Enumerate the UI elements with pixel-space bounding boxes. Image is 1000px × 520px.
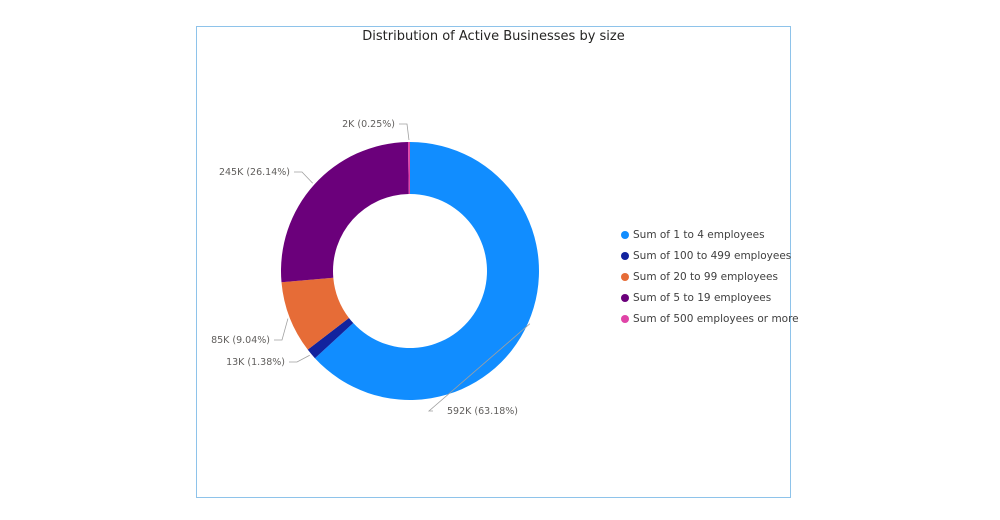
legend-swatch — [621, 314, 629, 323]
data-label: 85K (9.04%) — [211, 335, 270, 346]
legend-item[interactable]: Sum of 100 to 499 employees — [621, 245, 799, 266]
donut-slice[interactable] — [407, 142, 410, 195]
legend-swatch — [621, 230, 629, 239]
donut-chart[interactable]: 592K (63.18%) 13K (1.38%) 85K (9.04%) 245K … — [197, 27, 792, 499]
leader-line — [274, 318, 289, 341]
leader-line — [294, 171, 314, 184]
chart-title: Distribution of Active Businesses by siz… — [362, 29, 625, 44]
chart-visual[interactable]: Distribution of Active Businesses by siz… — [196, 26, 799, 499]
legend-item[interactable]: Sum of 5 to 19 employees — [621, 287, 799, 308]
legend-item[interactable]: Sum of 1 to 4 employees — [621, 224, 799, 245]
legend-label: Sum of 20 to 99 employees — [633, 270, 778, 283]
leader-line — [289, 354, 310, 363]
data-label: 2K (0.25%) — [342, 119, 395, 130]
donut-slice[interactable] — [314, 142, 539, 401]
chart-legend: Sum of 1 to 4 employees Sum of 100 to 499… — [621, 224, 799, 329]
legend-swatch — [621, 293, 629, 302]
data-label: 245K (26.14%) — [219, 167, 290, 178]
donut-slice[interactable] — [281, 142, 409, 283]
legend-swatch — [621, 272, 629, 281]
leader-line — [399, 123, 410, 141]
legend-label: Sum of 1 to 4 employees — [633, 228, 765, 241]
legend-label: Sum of 100 to 499 employees — [633, 249, 792, 262]
legend-item[interactable]: Sum of 500 employees or more — [621, 308, 799, 329]
data-label: 592K (63.18%) — [447, 406, 518, 417]
data-label: 13K (1.38%) — [226, 357, 285, 368]
legend-item[interactable]: Sum of 20 to 99 employees — [621, 266, 799, 287]
legend-label: Sum of 500 employees or more — [633, 312, 799, 325]
leader-line — [427, 323, 531, 412]
donut-slice[interactable] — [281, 277, 349, 350]
donut-slice[interactable] — [307, 317, 354, 359]
legend-swatch — [621, 251, 629, 260]
legend-label: Sum of 5 to 19 employees — [633, 291, 772, 304]
